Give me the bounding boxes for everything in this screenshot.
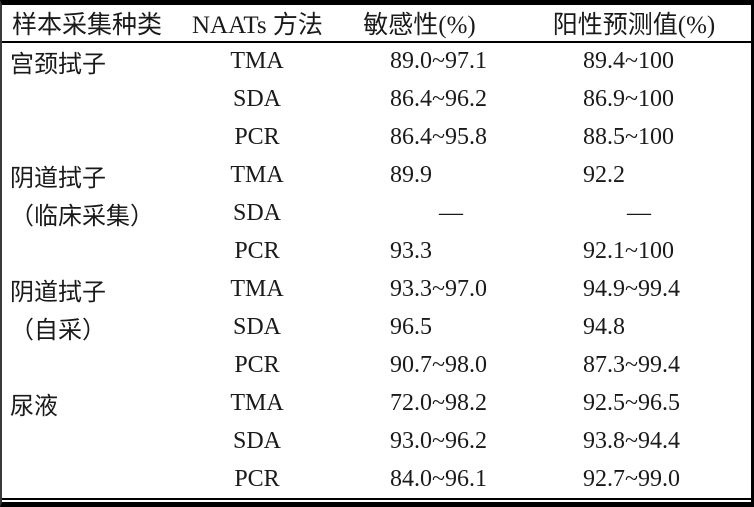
method-cell: PCR — [234, 465, 280, 492]
header-row: 样本采集种类 NAATs 方法 敏感性(%) 阳性预测值(%) — [2, 5, 751, 43]
ppv-cell: — — [627, 199, 651, 226]
table-body: 宫颈拭子 TMA 89.0~97.1 89.4~100 SDA 86.4~96.… — [2, 42, 751, 498]
table-row: 尿液 TMA 72.0~98.2 92.5~96.5 — [2, 384, 751, 422]
method-cell: SDA — [232, 427, 281, 454]
sensitivity-cell: 89.0~97.1 — [390, 48, 487, 74]
method-cell: TMA — [230, 389, 284, 416]
ppv-cell: 86.9~100 — [583, 85, 674, 112]
method-cell: PCR — [234, 237, 280, 264]
sample-type-cell: （临床采集） — [10, 203, 154, 230]
table-row: 阴道拭子 TMA 93.3~97.0 94.9~99.4 — [2, 270, 751, 308]
table-row: PCR 93.3 92.1~100 — [2, 232, 751, 270]
ppv-cell: 94.8 — [583, 313, 625, 340]
sample-type-cell: 阴道拭子 — [10, 279, 106, 306]
ppv-cell: 87.3~99.4 — [583, 351, 680, 378]
sensitivity-cell: 90.7~98.0 — [390, 351, 487, 378]
sensitivity-cell: 84.0~96.1 — [390, 465, 487, 492]
sample-type-cell — [2, 460, 192, 498]
sample-type-cell — [2, 422, 192, 460]
ppv-cell: 94.9~99.4 — [583, 275, 680, 302]
method-cell: SDA — [232, 313, 281, 340]
table-row: 宫颈拭子 TMA 89.0~97.1 89.4~100 — [2, 42, 751, 80]
sample-type-cell: 阴道拭子 — [10, 165, 106, 192]
table-header: 样本采集种类 NAATs 方法 敏感性(%) 阳性预测值(%) — [2, 5, 751, 43]
table-row: （临床采集） SDA — — — [2, 194, 751, 232]
method-cell: TMA — [230, 161, 284, 188]
bottom-double-rule — [2, 498, 751, 500]
sensitivity-cell: 96.5 — [390, 313, 432, 340]
method-cell: SDA — [232, 199, 281, 226]
sensitivity-cell: 72.0~98.2 — [390, 389, 487, 416]
sample-type-cell — [2, 346, 192, 384]
col-header-sensitivity: 敏感性(%) — [322, 5, 517, 43]
ppv-cell: 93.8~94.4 — [583, 427, 680, 454]
table-row: SDA 93.0~96.2 93.8~94.4 — [2, 422, 751, 460]
ppv-cell: 89.4~100 — [583, 48, 674, 74]
table-row: SDA 86.4~96.2 86.9~100 — [2, 80, 751, 118]
sensitivity-cell: 93.3~97.0 — [390, 275, 487, 302]
table-row: （自采） SDA 96.5 94.8 — [2, 308, 751, 346]
ppv-cell: 92.7~99.0 — [583, 465, 680, 492]
table-row: 阴道拭子 TMA 89.9 92.2 — [2, 156, 751, 194]
table-row: PCR 84.0~96.1 92.7~99.0 — [2, 460, 751, 498]
col-header-sample-type: 样本采集种类 — [2, 5, 192, 43]
sensitivity-cell: 93.0~96.2 — [390, 427, 487, 454]
table-row: PCR 86.4~95.8 88.5~100 — [2, 118, 751, 156]
sample-type-cell: 宫颈拭子 — [10, 52, 106, 78]
sample-type-cell — [2, 232, 192, 270]
ppv-cell: 88.5~100 — [583, 123, 674, 150]
sensitivity-cell: 86.4~95.8 — [390, 123, 487, 150]
sample-type-cell: （自采） — [10, 317, 106, 344]
ppv-cell: 92.5~96.5 — [583, 389, 680, 416]
method-cell: TMA — [230, 48, 284, 74]
method-cell: PCR — [234, 351, 280, 378]
method-cell: TMA — [230, 275, 284, 302]
col-header-ppv: 阳性预测值(%) — [517, 5, 751, 43]
sample-type-cell: 尿液 — [10, 393, 58, 420]
sample-type-cell — [2, 80, 192, 118]
table-row: PCR 90.7~98.0 87.3~99.4 — [2, 346, 751, 384]
sample-type-cell — [2, 118, 192, 156]
sensitivity-cell: — — [439, 199, 463, 226]
method-cell: PCR — [234, 123, 280, 150]
sensitivity-cell: 86.4~96.2 — [390, 85, 487, 112]
ppv-cell: 92.1~100 — [583, 237, 674, 264]
sensitivity-cell: 89.9 — [390, 161, 432, 188]
naats-results-table: 样本采集种类 NAATs 方法 敏感性(%) 阳性预测值(%) 宫颈拭子 TMA… — [2, 5, 751, 498]
sensitivity-cell: 93.3 — [390, 237, 432, 264]
method-cell: SDA — [232, 85, 281, 112]
col-header-naats-method: NAATs 方法 — [192, 5, 323, 43]
ppv-cell: 92.2 — [583, 161, 625, 188]
